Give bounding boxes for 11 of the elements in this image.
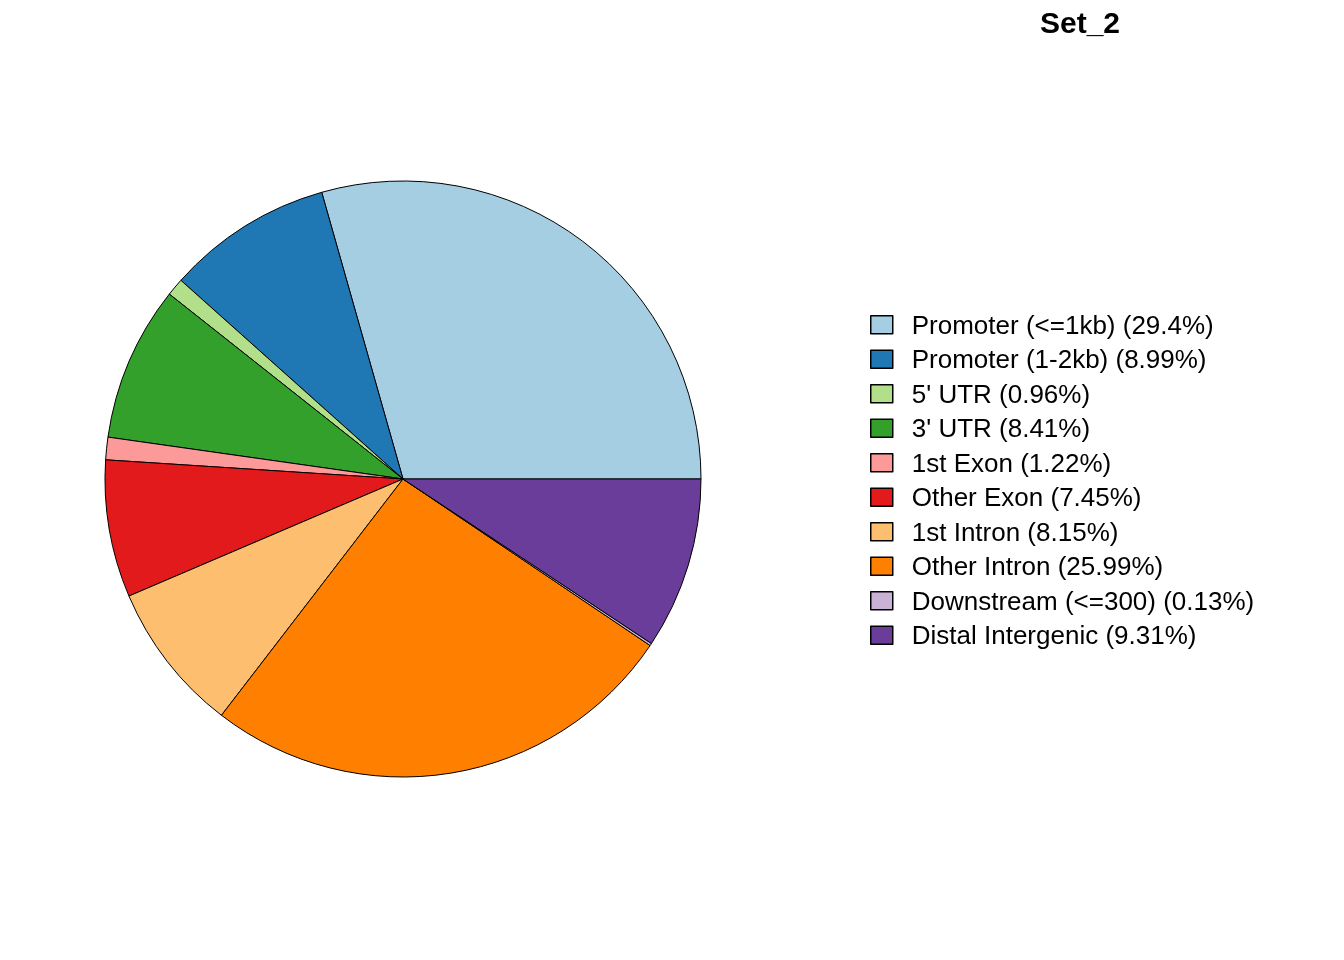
- chart-title: Set_2: [1039, 5, 1121, 39]
- legend-label: Distal Intergenic (9.31%): [911, 620, 1197, 651]
- legend-label: Downstream (<=300) (0.13%): [911, 585, 1255, 616]
- legend-label: 5' UTR (0.96%): [911, 378, 1091, 409]
- legend-label: Other Exon (7.45%): [911, 482, 1142, 513]
- legend-label: 3' UTR (8.41%): [911, 413, 1091, 444]
- legend-label: Other Intron (25.99%): [911, 551, 1164, 582]
- legend-label: Promoter (<=1kb) (29.4%): [911, 309, 1214, 340]
- legend-label: 1st Exon (1.22%): [911, 447, 1112, 478]
- legend-label: Promoter (1-2kb) (8.99%): [911, 344, 1207, 375]
- legend-label: 1st Intron (8.15%): [911, 516, 1119, 547]
